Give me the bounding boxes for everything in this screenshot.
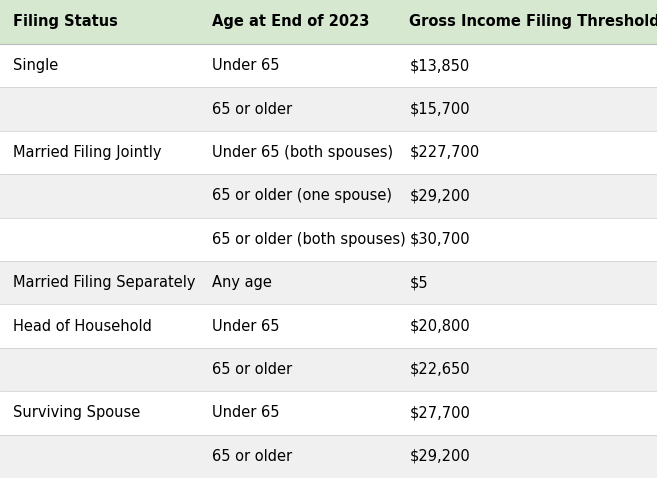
Text: $29,200: $29,200 [409, 449, 470, 464]
Text: $15,700: $15,700 [409, 102, 470, 117]
Text: 65 or older: 65 or older [212, 362, 292, 377]
Bar [0, 44, 657, 87]
Bar [0, 391, 657, 435]
Bar [0, 87, 657, 131]
Text: 65 or older (one spouse): 65 or older (one spouse) [212, 188, 392, 203]
Text: $29,200: $29,200 [409, 188, 470, 203]
Text: Single: Single [13, 58, 58, 73]
Bar [0, 217, 657, 261]
Text: $5: $5 [409, 275, 428, 290]
Text: Under 65 (both spouses): Under 65 (both spouses) [212, 145, 394, 160]
Bar [0, 0, 657, 44]
Text: Under 65: Under 65 [212, 58, 280, 73]
Text: Filing Status: Filing Status [13, 14, 118, 30]
Text: 65 or older (both spouses): 65 or older (both spouses) [212, 232, 406, 247]
Text: Gross Income Filing Threshold: Gross Income Filing Threshold [409, 14, 657, 30]
Text: Head of Household: Head of Household [13, 319, 152, 334]
Text: 65 or older: 65 or older [212, 449, 292, 464]
Text: $30,700: $30,700 [409, 232, 470, 247]
Text: 65 or older: 65 or older [212, 102, 292, 117]
Text: Married Filing Jointly: Married Filing Jointly [13, 145, 162, 160]
Text: $227,700: $227,700 [409, 145, 480, 160]
Bar [0, 261, 657, 304]
Text: Under 65: Under 65 [212, 405, 280, 420]
Text: $27,700: $27,700 [409, 405, 470, 420]
Text: $22,650: $22,650 [409, 362, 470, 377]
Bar [0, 304, 657, 348]
Bar [0, 174, 657, 217]
Text: $13,850: $13,850 [409, 58, 470, 73]
Text: Age at End of 2023: Age at End of 2023 [212, 14, 370, 30]
Text: Under 65: Under 65 [212, 319, 280, 334]
Bar [0, 131, 657, 174]
Text: $20,800: $20,800 [409, 319, 470, 334]
Text: Surviving Spouse: Surviving Spouse [13, 405, 141, 420]
Text: Any age: Any age [212, 275, 272, 290]
Text: Married Filing Separately: Married Filing Separately [13, 275, 196, 290]
Bar [0, 435, 657, 478]
Bar [0, 348, 657, 391]
